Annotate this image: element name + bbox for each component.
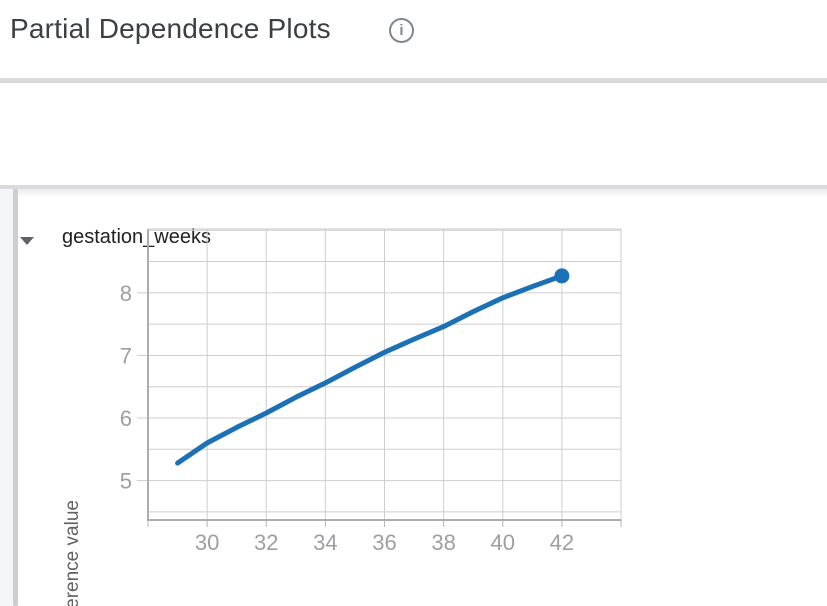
header-divider bbox=[0, 78, 827, 83]
svg-text:36: 36 bbox=[372, 530, 396, 555]
pdp-chart: 30 32 34 36 38 40 42 5 6 7 8 Inference value gesta… bbox=[0, 200, 827, 606]
page-title: Partial Dependence Plots bbox=[10, 13, 331, 44]
svg-text:8: 8 bbox=[120, 281, 132, 306]
feature-section-label: gestation_weeks bbox=[62, 226, 211, 248]
feature-section-header[interactable]: gestation_weeks bbox=[0, 110, 827, 248]
vertical-scrollbar[interactable] bbox=[13, 189, 18, 606]
svg-text:7: 7 bbox=[120, 343, 132, 368]
y-axis-title: Inference value bbox=[62, 500, 83, 606]
chart-canvas: 30 32 34 36 38 40 42 5 6 7 8 bbox=[120, 228, 622, 555]
svg-text:40: 40 bbox=[491, 530, 515, 555]
collapse-chevron-down-icon[interactable] bbox=[20, 237, 34, 245]
svg-text:6: 6 bbox=[120, 406, 132, 431]
section-divider bbox=[0, 185, 827, 189]
svg-text:5: 5 bbox=[120, 469, 132, 494]
svg-text:30: 30 bbox=[195, 530, 219, 555]
svg-text:38: 38 bbox=[431, 530, 455, 555]
svg-text:42: 42 bbox=[550, 530, 574, 555]
info-icon-glyph: i bbox=[399, 22, 404, 39]
svg-text:32: 32 bbox=[254, 530, 278, 555]
page-background-strip bbox=[0, 189, 13, 606]
section-divider-shadow bbox=[0, 189, 827, 198]
svg-text:34: 34 bbox=[313, 530, 337, 555]
info-icon[interactable]: i bbox=[389, 18, 414, 43]
